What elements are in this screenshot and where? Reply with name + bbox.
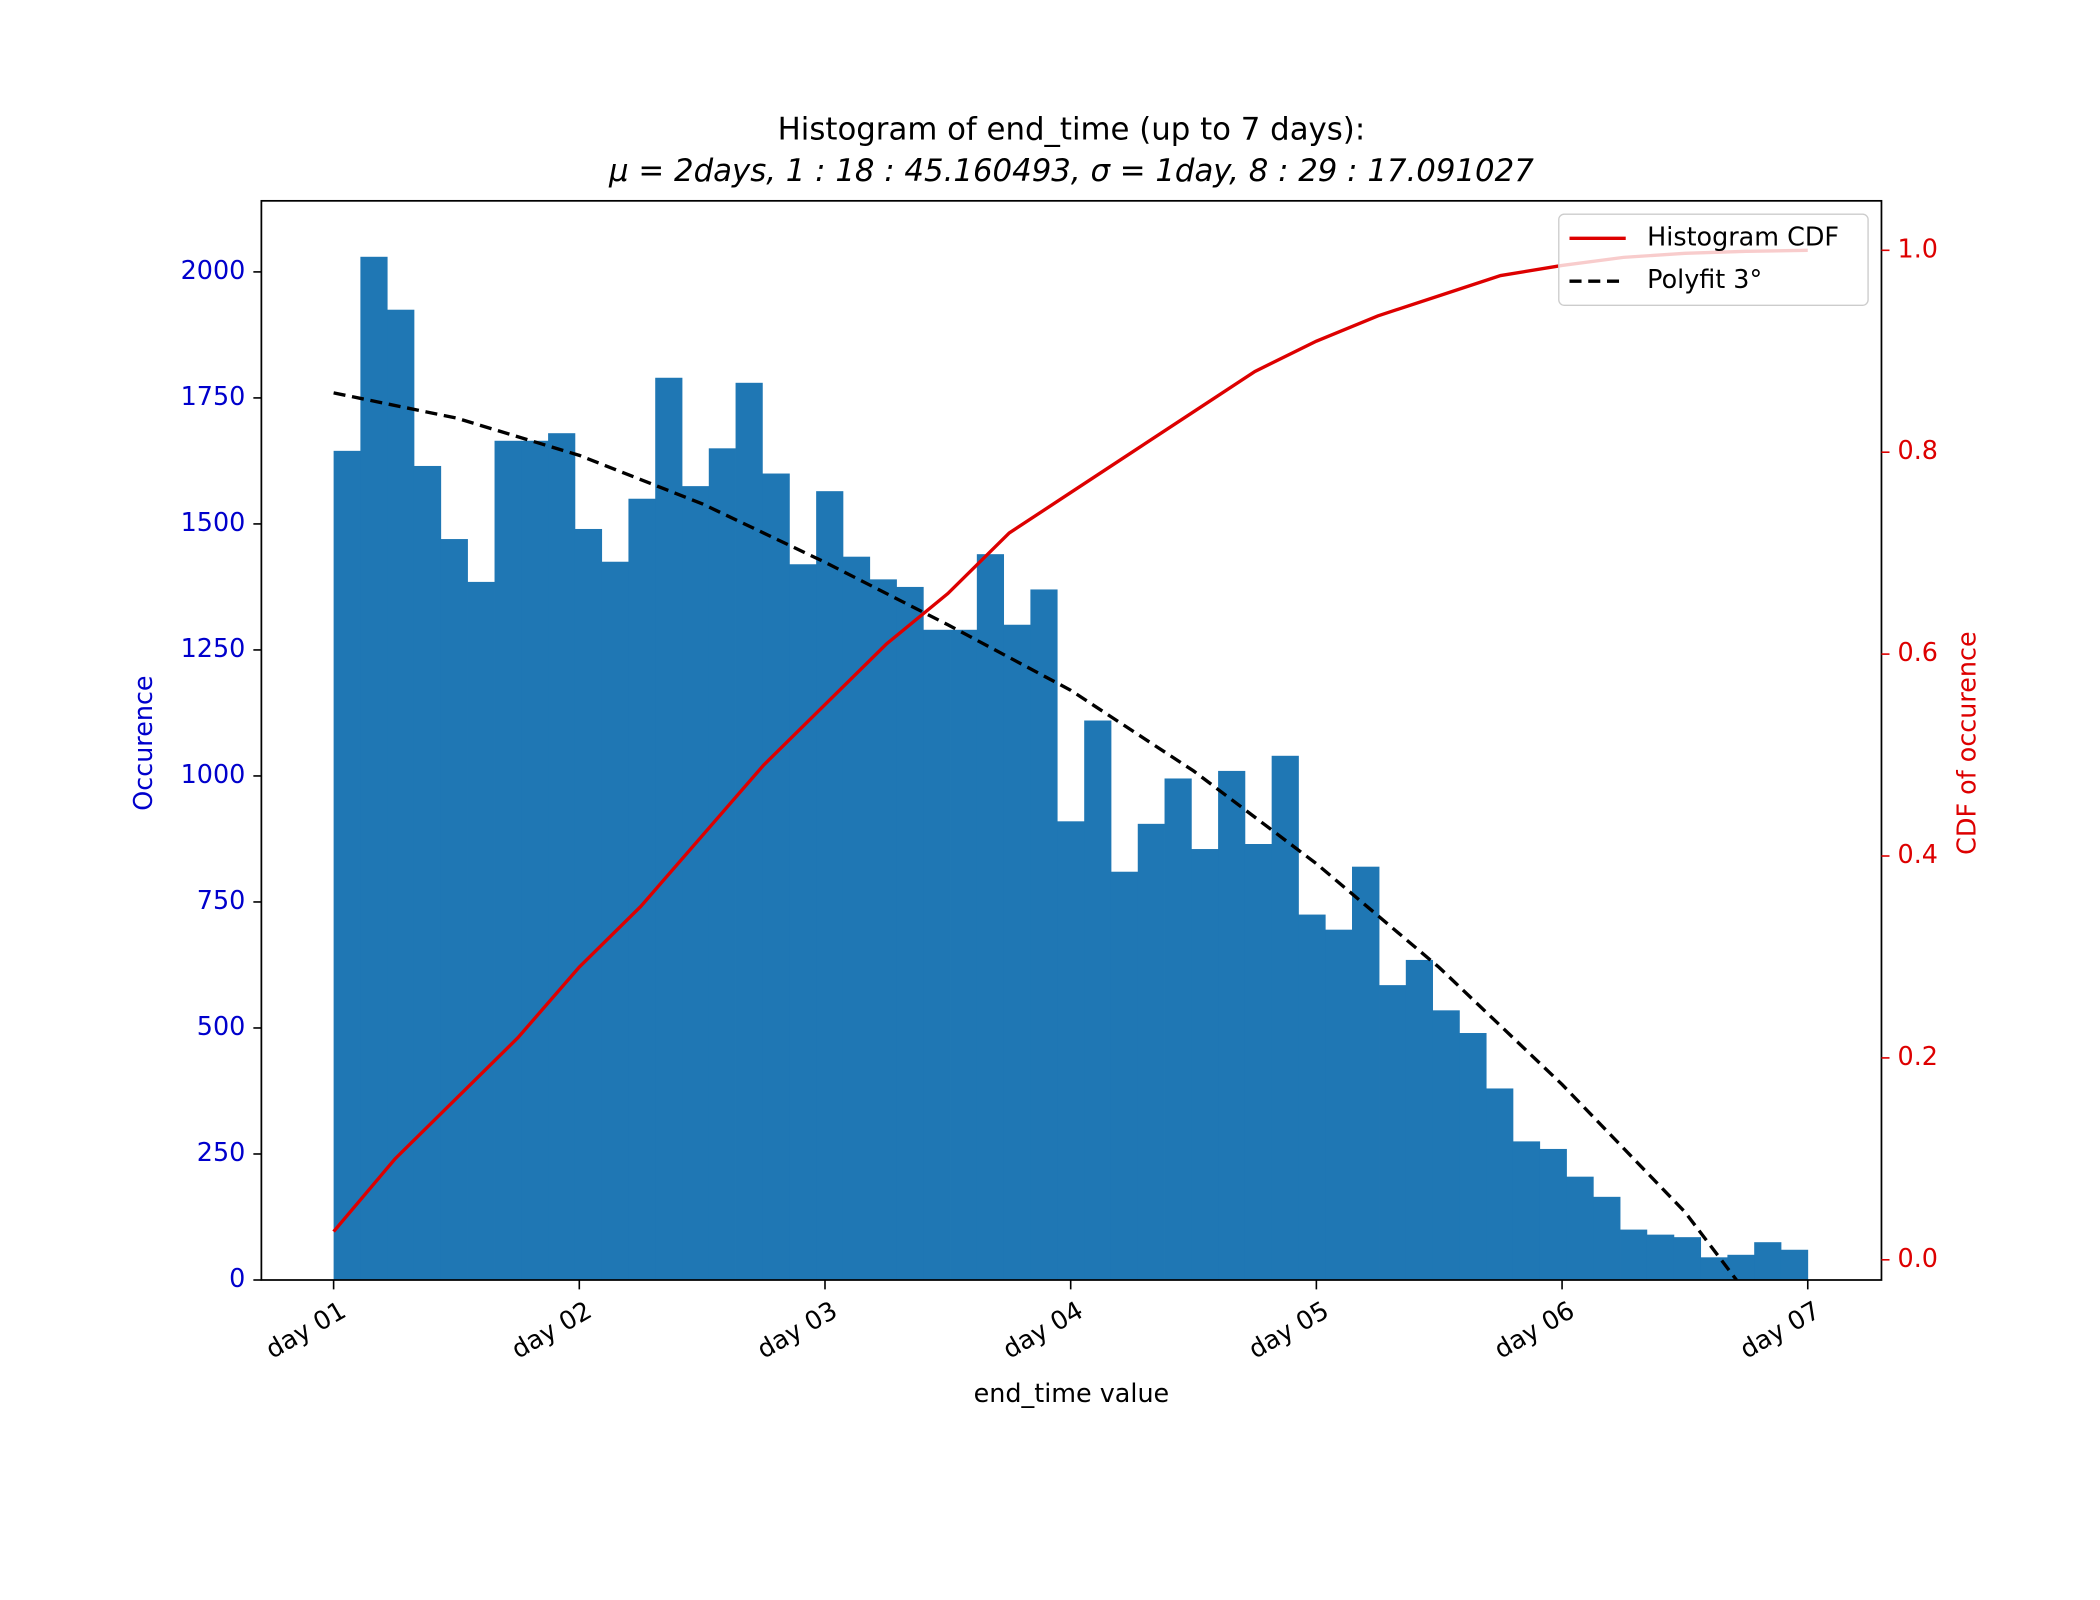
bar [1379, 985, 1407, 1280]
bar [574, 528, 603, 1280]
bar [1218, 770, 1246, 1280]
bar [923, 629, 951, 1280]
bar [869, 579, 897, 1280]
y2-tick-label: 0.8 [1898, 435, 1938, 465]
bar [1673, 1237, 1702, 1280]
y-tick-label: 1750 [181, 381, 246, 411]
bar [1271, 755, 1299, 1280]
bar [708, 448, 736, 1280]
bar [1512, 1141, 1541, 1280]
bar [1405, 959, 1433, 1280]
bar [842, 556, 871, 1280]
y-tick-label: 250 [197, 1137, 246, 1167]
legend-label: Histogram CDF [1647, 221, 1839, 251]
y-tick-label: 2000 [181, 255, 246, 285]
y2-tick-label: 0.0 [1898, 1243, 1938, 1273]
series-line [333, 391, 1738, 1280]
legend-box [1558, 213, 1869, 306]
bar [1539, 1148, 1567, 1280]
bar [440, 539, 468, 1280]
bar [1244, 843, 1273, 1280]
y-axis-label: Occurence [128, 675, 158, 810]
bar [1030, 589, 1058, 1280]
bar [1727, 1254, 1755, 1280]
bar [1057, 821, 1085, 1280]
bar [1566, 1176, 1594, 1280]
y-tick-label: 750 [197, 885, 246, 915]
bar [950, 629, 978, 1280]
y-tick-label: 1250 [181, 633, 246, 663]
bar [387, 309, 415, 1281]
bar [628, 498, 656, 1281]
bar [1432, 1010, 1460, 1280]
bar [682, 486, 710, 1280]
bar [333, 450, 361, 1280]
bar [1137, 823, 1165, 1280]
y-tick-label: 1000 [181, 759, 246, 789]
y-tick-label: 1500 [181, 507, 246, 537]
bar [467, 581, 495, 1280]
chart-subtitle: μ = 2days, 1 : 18 : 45.160493, σ = 1day,… [608, 153, 1534, 189]
bar [1700, 1257, 1728, 1280]
y2-tick-label: 0.2 [1898, 1041, 1938, 1071]
bar [494, 440, 522, 1281]
bar [976, 554, 1005, 1280]
bar [413, 465, 442, 1280]
y-tick-label: 500 [197, 1011, 246, 1041]
y2-tick-label: 0.4 [1898, 839, 1938, 869]
y-tick-label: 0 [229, 1263, 245, 1293]
bar [655, 377, 683, 1280]
bar [1486, 1088, 1514, 1280]
bar [1325, 929, 1353, 1280]
bar [762, 473, 790, 1280]
bar [735, 382, 763, 1280]
y2-axis-label: CDF of occurence [1951, 631, 1981, 854]
bar [1110, 871, 1139, 1280]
bar [1164, 778, 1192, 1280]
x-axis-label: end_time value [974, 1378, 1170, 1408]
bar [1298, 914, 1326, 1280]
bar [1593, 1196, 1621, 1280]
bar [1191, 849, 1219, 1280]
bar [1620, 1229, 1648, 1280]
bar [789, 564, 817, 1280]
bar [521, 440, 549, 1281]
bar [1459, 1033, 1487, 1280]
bar [1754, 1242, 1782, 1280]
y2-tick-label: 0.6 [1898, 637, 1938, 667]
legend-label: Polyfit 3° [1647, 264, 1762, 294]
bar [360, 256, 388, 1280]
bar [548, 433, 576, 1281]
bar [1646, 1234, 1675, 1280]
bar [896, 586, 924, 1280]
bar [1003, 624, 1031, 1280]
bar [1352, 866, 1380, 1280]
bar [1084, 720, 1112, 1280]
bar [816, 491, 844, 1281]
bar [1780, 1249, 1809, 1280]
chart-title: Histogram of end_time (up to 7 days): [778, 112, 1366, 148]
y2-tick-label: 1.0 [1898, 233, 1938, 263]
